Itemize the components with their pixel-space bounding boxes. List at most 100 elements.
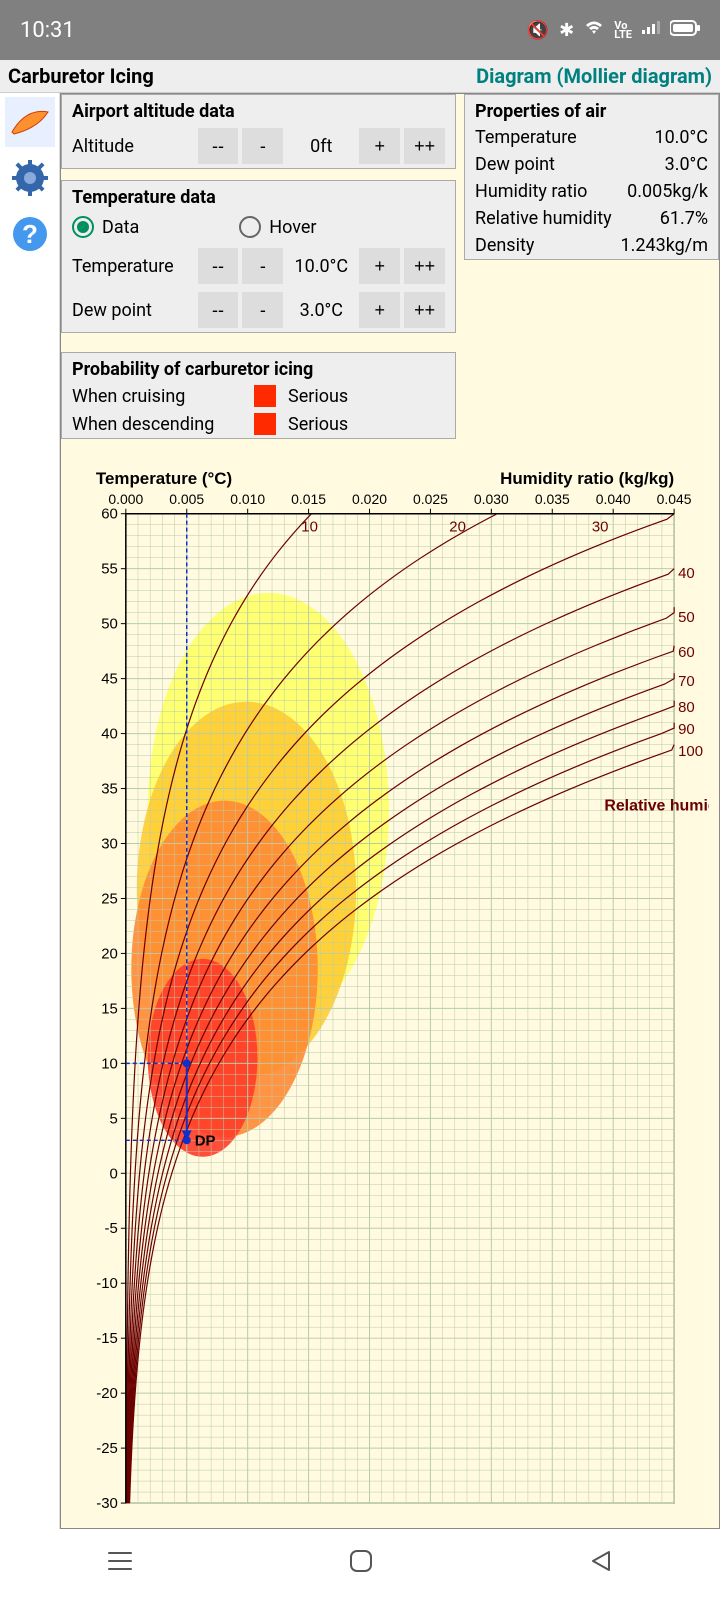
svg-text:30: 30 (592, 519, 609, 536)
wifi-icon (584, 20, 604, 41)
mollier-chart[interactable]: -30-25-20-15-10-505101520253035404550556… (71, 464, 709, 1518)
temp-dec[interactable]: - (242, 248, 283, 284)
svg-text:-25: -25 (96, 1440, 118, 1457)
svg-text:?: ? (22, 219, 38, 249)
prop-key: Density (475, 235, 534, 256)
temp-dec-big[interactable]: -- (198, 248, 239, 284)
svg-text:DP: DP (195, 1132, 216, 1149)
temp-value: 10.0°C (287, 256, 355, 277)
nav-recent-icon[interactable] (107, 1549, 133, 1579)
sidebar: ? (0, 93, 60, 1529)
altitude-panel: Airport altitude data Altitude -- - 0ft … (61, 94, 456, 169)
dew-inc[interactable]: + (359, 292, 400, 328)
prop-val: 1.243kg/m (621, 235, 708, 256)
svg-text:15: 15 (101, 1000, 118, 1017)
prob-swatch (254, 413, 276, 435)
signal-icon (642, 20, 660, 41)
altitude-inc[interactable]: + (359, 128, 400, 164)
svg-text:100: 100 (678, 743, 703, 760)
altitude-value: 0ft (287, 136, 355, 157)
page-title: Carburetor Icing (8, 64, 154, 88)
svg-text:50: 50 (101, 616, 118, 633)
vibrate-icon: 🔇 (527, 20, 549, 41)
properties-panel: Properties of air Temperature 10.0°CDew … (464, 94, 719, 260)
temp-inc-big[interactable]: ++ (404, 248, 445, 284)
svg-text:0.030: 0.030 (474, 491, 509, 507)
svg-text:35: 35 (101, 781, 118, 798)
svg-text:-15: -15 (96, 1330, 118, 1347)
svg-text:20: 20 (449, 519, 466, 536)
android-nav-bar (0, 1529, 720, 1599)
prob-swatch (254, 385, 276, 407)
svg-text:Relative humidity (%): Relative humidity (%) (604, 798, 709, 815)
prob-row: When cruising Serious (62, 382, 455, 410)
svg-text:0.020: 0.020 (352, 491, 387, 507)
sidebar-item-help[interactable]: ? (5, 209, 55, 259)
svg-text:0.005: 0.005 (169, 491, 204, 507)
title-bar: Carburetor Icing Diagram (Mollier diagra… (0, 60, 720, 93)
svg-text:0.000: 0.000 (108, 491, 143, 507)
svg-text:40: 40 (678, 565, 695, 582)
diagram-link[interactable]: Diagram (Mollier diagram) (476, 64, 712, 88)
svg-text:70: 70 (678, 673, 695, 690)
svg-text:0.025: 0.025 (413, 491, 448, 507)
svg-text:0: 0 (110, 1165, 118, 1182)
svg-text:0.045: 0.045 (657, 491, 692, 507)
bluetooth-icon: ✱ (559, 20, 574, 41)
prop-key: Humidity ratio (475, 181, 587, 202)
radio-data-label: Data (102, 217, 139, 238)
prob-status: Serious (288, 386, 348, 407)
dew-dec-big[interactable]: -- (198, 292, 239, 328)
prop-key: Relative humidity (475, 208, 612, 229)
svg-text:60: 60 (101, 506, 118, 523)
nav-back-icon[interactable] (589, 1549, 613, 1580)
prop-row: Temperature 10.0°C (465, 124, 718, 151)
sidebar-item-wing[interactable] (5, 97, 55, 147)
prop-row: Density 1.243kg/m (465, 232, 718, 259)
svg-text:Temperature (°C): Temperature (°C) (96, 469, 232, 488)
sidebar-item-settings[interactable] (5, 153, 55, 203)
temperature-panel: Temperature data Data Hover Temperature … (61, 180, 456, 333)
prop-val: 3.0°C (665, 154, 708, 175)
prop-val: 0.005kg/k (627, 181, 708, 202)
svg-text:25: 25 (101, 890, 118, 907)
svg-text:10: 10 (101, 1055, 118, 1072)
altitude-inc-big[interactable]: ++ (404, 128, 445, 164)
temp-inc[interactable]: + (359, 248, 400, 284)
svg-text:-30: -30 (96, 1495, 118, 1512)
volte-icon: VoLTE (614, 21, 632, 39)
svg-text:-5: -5 (105, 1220, 118, 1237)
radio-data[interactable]: Data (72, 216, 139, 238)
svg-text:0.040: 0.040 (596, 491, 631, 507)
svg-text:50: 50 (678, 609, 695, 626)
prob-label: When cruising (72, 386, 242, 407)
svg-text:90: 90 (678, 721, 695, 738)
altitude-dec[interactable]: - (242, 128, 283, 164)
props-title: Properties of air (465, 95, 718, 124)
altitude-title: Airport altitude data (62, 95, 455, 124)
radio-hover-circle (239, 216, 261, 238)
dew-value: 3.0°C (287, 300, 355, 321)
nav-home-icon[interactable] (348, 1548, 374, 1581)
probability-panel: Probability of carburetor icing When cru… (61, 352, 456, 439)
altitude-dec-big[interactable]: -- (198, 128, 239, 164)
svg-text:0.010: 0.010 (230, 491, 265, 507)
altitude-label: Altitude (72, 136, 194, 157)
svg-text:0.015: 0.015 (291, 491, 326, 507)
prop-row: Relative humidity 61.7% (465, 205, 718, 232)
temp-label: Temperature (72, 256, 194, 277)
svg-text:Humidity ratio (kg/kg): Humidity ratio (kg/kg) (500, 469, 674, 488)
svg-text:-10: -10 (96, 1275, 118, 1292)
prop-row: Dew point 3.0°C (465, 151, 718, 178)
svg-text:80: 80 (678, 699, 695, 716)
temp-title: Temperature data (62, 181, 455, 210)
radio-hover[interactable]: Hover (239, 216, 316, 238)
prop-key: Temperature (475, 127, 577, 148)
prop-val: 61.7% (660, 208, 708, 229)
dew-label: Dew point (72, 300, 194, 321)
svg-text:30: 30 (101, 835, 118, 852)
dew-inc-big[interactable]: ++ (404, 292, 445, 328)
svg-text:40: 40 (101, 726, 118, 743)
dew-dec[interactable]: - (242, 292, 283, 328)
svg-text:60: 60 (678, 644, 695, 661)
